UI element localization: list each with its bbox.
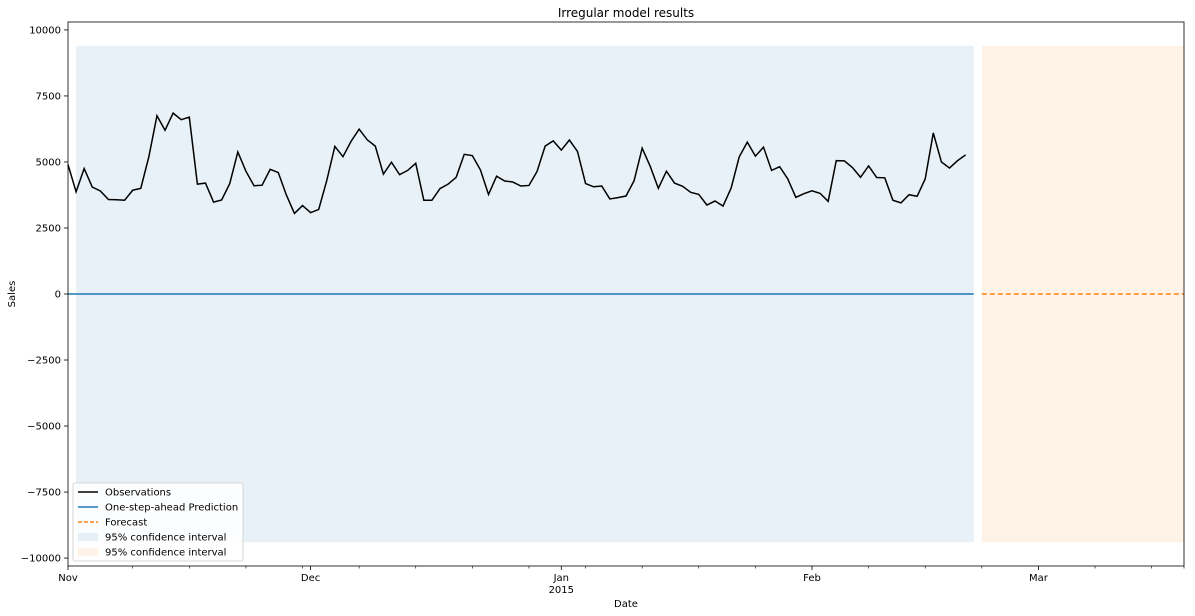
y-tick-label: −2500	[27, 356, 61, 367]
observations-line	[67, 111, 967, 215]
y-tick-label: −5000	[27, 422, 61, 433]
x-axis-label: Date	[614, 599, 638, 610]
y-tick-label: −7500	[27, 488, 61, 499]
legend-swatch	[78, 533, 98, 541]
y-tick-label: 5000	[36, 157, 61, 168]
y-tick-label: 0	[55, 290, 61, 301]
x-tick-sublabel: 2015	[549, 585, 574, 596]
y-axis-label: Sales	[7, 281, 18, 308]
chart-title: Irregular model results	[558, 6, 694, 20]
legend-swatch	[78, 548, 98, 556]
legend-entry: Forecast	[105, 518, 147, 529]
x-tick-label: Feb	[803, 573, 821, 584]
legend-entry: Observations	[105, 488, 171, 499]
legend-entry: One-step-ahead Prediction	[105, 503, 238, 514]
legend-box	[72, 482, 244, 562]
legend-entry: 95% confidence interval	[105, 548, 226, 559]
legend: Observations One-step-ahead Prediction For…	[72, 482, 244, 562]
y-tick-label: 2500	[36, 223, 61, 234]
y-tick-label: 7500	[36, 91, 61, 102]
x-tick-label: Mar	[1029, 573, 1049, 584]
x-tick-label: Dec	[301, 573, 320, 584]
y-tick-label: −10000	[21, 554, 61, 565]
legend-entry: 95% confidence interval	[105, 533, 226, 544]
x-tick-label: Nov	[58, 573, 78, 584]
y-tick-label: 10000	[29, 25, 61, 36]
x-tick-label: Jan	[553, 573, 569, 584]
